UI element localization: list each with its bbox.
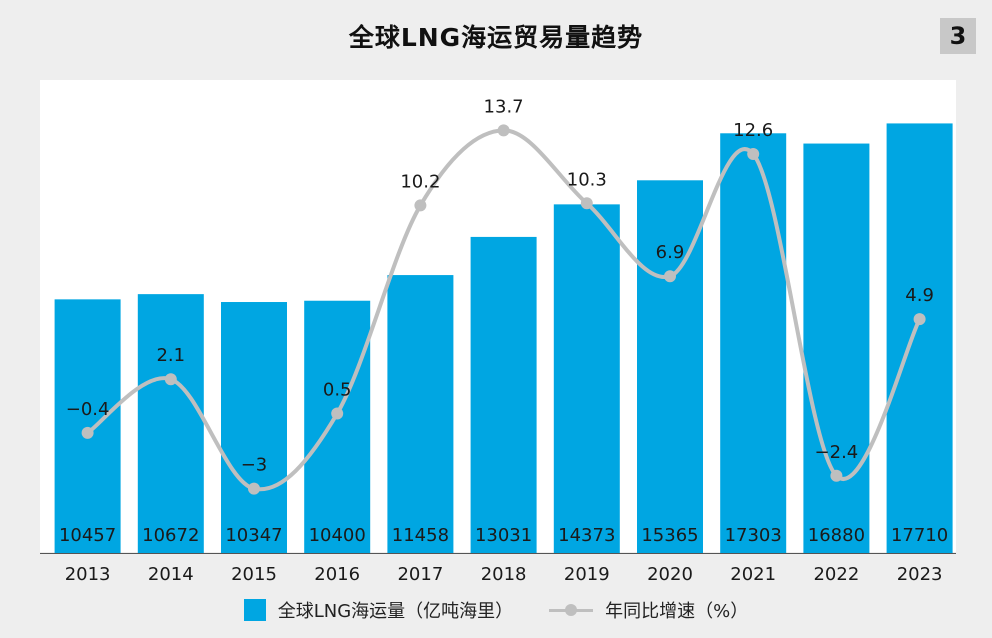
x-tick-label: 2016	[314, 564, 360, 585]
growth-value-label: 10.3	[567, 169, 607, 190]
growth-value-label: 12.6	[733, 120, 773, 141]
bar-2015	[221, 302, 287, 553]
legend: 全球LNG海运量（亿吨海里） 年同比增速（%）	[0, 596, 992, 624]
bar-2019	[553, 204, 620, 553]
x-tick-label: 2020	[647, 564, 693, 585]
growth-point-2015	[248, 482, 260, 495]
x-tick-label: 2014	[148, 564, 194, 585]
growth-value-label: 2.1	[156, 345, 185, 366]
x-tick-label: 2019	[564, 564, 610, 585]
legend-bar-swatch	[243, 599, 266, 621]
growth-value-label: 6.9	[656, 242, 685, 263]
bar-value-label: 10347	[225, 525, 282, 546]
growth-point-2023	[913, 313, 926, 326]
bar-2013	[54, 299, 121, 553]
bar-value-label: 10400	[309, 525, 366, 546]
bar-value-label: 11458	[392, 525, 449, 546]
x-tick-label: 2023	[897, 564, 943, 585]
growth-point-2020	[664, 270, 676, 283]
growth-value-label: −3	[241, 455, 268, 476]
bar-value-label: 15365	[641, 525, 698, 546]
growth-value-label: 13.7	[484, 96, 524, 117]
legend-bars-label: 全球LNG海运量（亿吨海里）	[277, 601, 514, 622]
growth-value-label: −2.4	[815, 442, 859, 463]
bar-2020	[637, 180, 703, 553]
x-tick-label: 2017	[397, 564, 443, 585]
bar-value-label: 16880	[808, 525, 865, 546]
growth-point-2014	[164, 373, 177, 386]
bar-2018	[470, 236, 537, 553]
growth-point-2021	[747, 147, 760, 160]
legend-line-swatch	[549, 599, 594, 621]
growth-value-label: 0.5	[323, 380, 352, 401]
growth-value-label: 10.2	[400, 171, 440, 192]
growth-value-label: −0.4	[66, 399, 110, 420]
bar-value-label: 13031	[475, 525, 532, 546]
x-tick-label: 2018	[481, 564, 527, 585]
bar-value-label: 10457	[59, 525, 116, 546]
growth-point-2018	[497, 124, 510, 137]
bar-2022	[803, 143, 870, 553]
bar-2016	[304, 300, 371, 553]
bar-2014	[137, 294, 204, 553]
legend-item-bars: 全球LNG海运量（亿吨海里）	[243, 597, 514, 623]
legend-line-label: 年同比增速（%）	[605, 601, 749, 622]
growth-point-2013	[81, 426, 94, 439]
x-tick-label: 2021	[730, 564, 776, 585]
bar-value-label: 10672	[142, 525, 199, 546]
legend-item-line: 年同比增速（%）	[549, 597, 748, 623]
growth-point-2022	[830, 469, 843, 482]
chart-title: 全球LNG海运贸易量趋势	[348, 23, 644, 52]
growth-point-2019	[580, 197, 593, 210]
figure-number-badge: 3	[940, 18, 976, 54]
growth-point-2016	[331, 407, 344, 420]
bar-2023	[886, 123, 953, 553]
bar-value-label: 17303	[725, 525, 782, 546]
growth-point-2017	[414, 199, 427, 212]
x-tick-label: 2013	[65, 564, 111, 585]
x-tick-label: 2015	[231, 564, 277, 585]
bar-value-label: 14373	[558, 525, 615, 546]
x-tick-label: 2022	[813, 564, 859, 585]
growth-value-label: 4.9	[905, 285, 934, 306]
bar-2021	[720, 133, 787, 554]
bar-value-label: 17710	[891, 525, 948, 546]
bar-2017	[387, 275, 454, 553]
